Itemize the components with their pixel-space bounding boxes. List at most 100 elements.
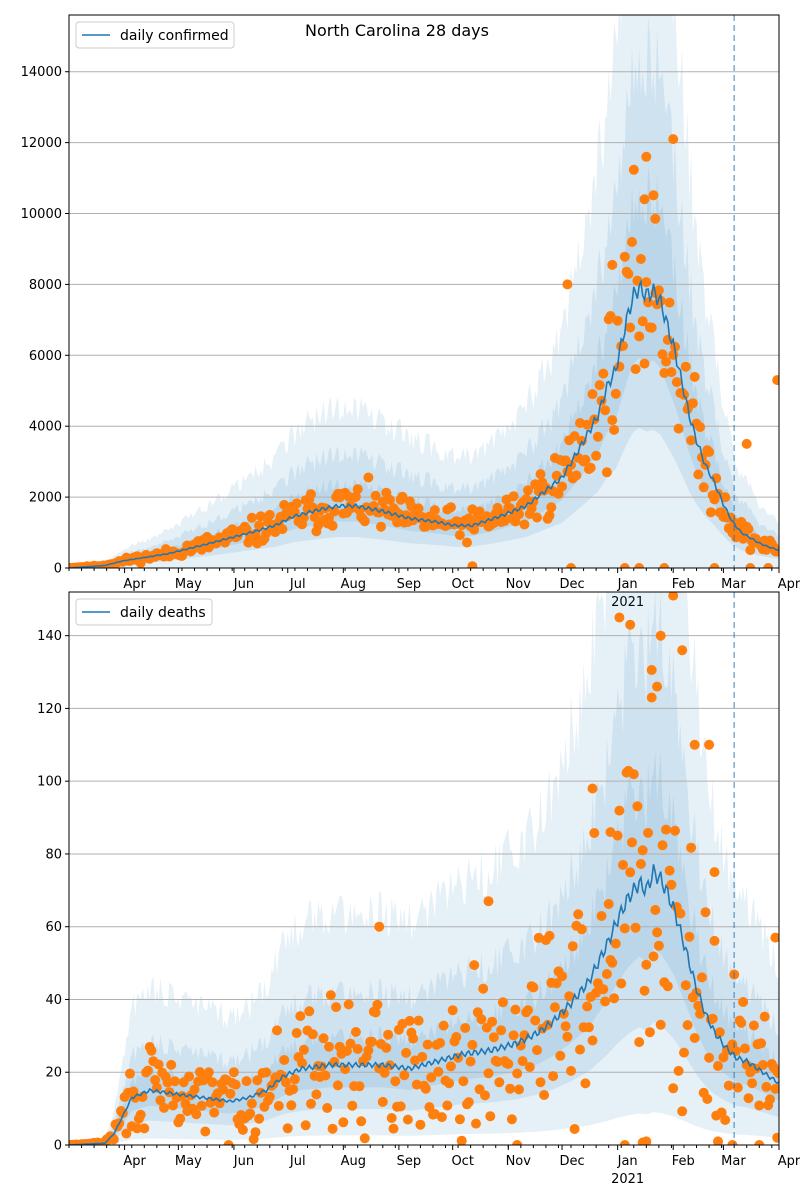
observed-point [634, 1037, 645, 1048]
observed-point [582, 419, 593, 430]
observed-point [225, 1088, 236, 1099]
observed-point [664, 865, 675, 876]
observed-point [709, 935, 720, 946]
observed-point [392, 517, 403, 528]
observed-point [338, 1117, 349, 1128]
observed-point [510, 1004, 521, 1015]
observed-point [625, 322, 636, 333]
observed-point [619, 563, 630, 568]
observed-point [684, 931, 695, 942]
observed-point [435, 1038, 446, 1048]
y-tick-label: 10000 [21, 207, 62, 222]
x-tick-label: Feb [672, 577, 695, 592]
observed-point [657, 840, 668, 851]
observed-point [659, 563, 670, 568]
observed-point [532, 512, 542, 523]
deaths-legend: daily deaths [75, 598, 213, 626]
observed-point [612, 315, 623, 326]
observed-point [546, 502, 557, 513]
y-tick-label: 140 [37, 629, 62, 644]
observed-point [194, 1067, 205, 1077]
observed-point [517, 1056, 528, 1067]
observed-point [184, 1071, 195, 1082]
observed-point [150, 1075, 161, 1085]
observed-point [646, 322, 657, 333]
observed-point [664, 297, 675, 308]
observed-point [756, 1038, 767, 1049]
observed-point [132, 1123, 143, 1134]
legend-box [75, 21, 235, 49]
observed-point [562, 279, 573, 290]
observed-point [306, 1098, 316, 1109]
observed-point [341, 1046, 352, 1056]
y-tick-label: 8000 [29, 278, 62, 293]
observed-point [675, 908, 686, 919]
observed-point [625, 867, 636, 878]
observed-point [623, 268, 634, 279]
observed-point [436, 1112, 447, 1123]
observed-point [332, 1080, 343, 1091]
observed-point [264, 509, 275, 520]
observed-point [571, 470, 582, 481]
observed-point [254, 1113, 265, 1124]
observed-point [759, 1011, 770, 1022]
observed-point [372, 999, 383, 1010]
observed-point [370, 490, 381, 501]
observed-point [374, 921, 385, 932]
observed-point [402, 1114, 413, 1125]
observed-point [560, 1021, 571, 1032]
observed-point [628, 164, 639, 175]
observed-point [379, 1067, 390, 1078]
observed-point [610, 938, 621, 949]
y-tick-label: 80 [45, 847, 62, 862]
observed-point [250, 1127, 261, 1138]
observed-point [209, 1107, 220, 1118]
observed-point [426, 1072, 437, 1083]
observed-point [650, 905, 661, 915]
observed-point [295, 1011, 306, 1022]
observed-point [280, 1077, 291, 1088]
observed-point [277, 524, 288, 535]
observed-point [422, 1039, 433, 1050]
observed-point [203, 1067, 214, 1078]
observed-point [343, 999, 354, 1010]
observed-point [458, 1076, 469, 1087]
observed-point [544, 930, 555, 941]
observed-point [686, 842, 697, 853]
observed-point [465, 1056, 476, 1067]
observed-point [583, 1022, 594, 1033]
observed-point [297, 1058, 308, 1069]
y-tick-label: 12000 [21, 136, 62, 151]
observed-point [350, 491, 361, 502]
uncertainty-band-1 [69, 15, 779, 568]
y-tick-label: 100 [37, 775, 62, 790]
observed-point [503, 1058, 514, 1069]
observed-point [261, 1067, 272, 1078]
x-tick-label: Aug [341, 1154, 366, 1169]
observed-point [168, 1100, 178, 1111]
observed-point [603, 899, 614, 909]
observed-point [567, 941, 578, 952]
observed-point [530, 1015, 541, 1026]
y-tick-label: 14000 [21, 65, 62, 80]
observed-point [196, 1100, 207, 1111]
observed-point [142, 1065, 153, 1076]
observed-point [246, 512, 257, 523]
observed-point [689, 739, 700, 750]
observed-point [600, 405, 611, 416]
observed-point [535, 469, 546, 480]
observed-point [383, 1029, 394, 1040]
observed-point [311, 1089, 322, 1100]
observed-point [646, 692, 657, 703]
observed-point [245, 1108, 256, 1119]
observed-point [377, 1096, 388, 1107]
observed-point [641, 151, 652, 162]
observed-point [408, 1033, 419, 1044]
observed-point [327, 520, 338, 531]
x-tick-label: Jul [289, 1154, 306, 1169]
observed-point [252, 1075, 263, 1086]
observed-point [420, 1083, 431, 1094]
observed-point [223, 1140, 234, 1145]
observed-point [200, 1126, 211, 1137]
observed-point [614, 612, 625, 623]
